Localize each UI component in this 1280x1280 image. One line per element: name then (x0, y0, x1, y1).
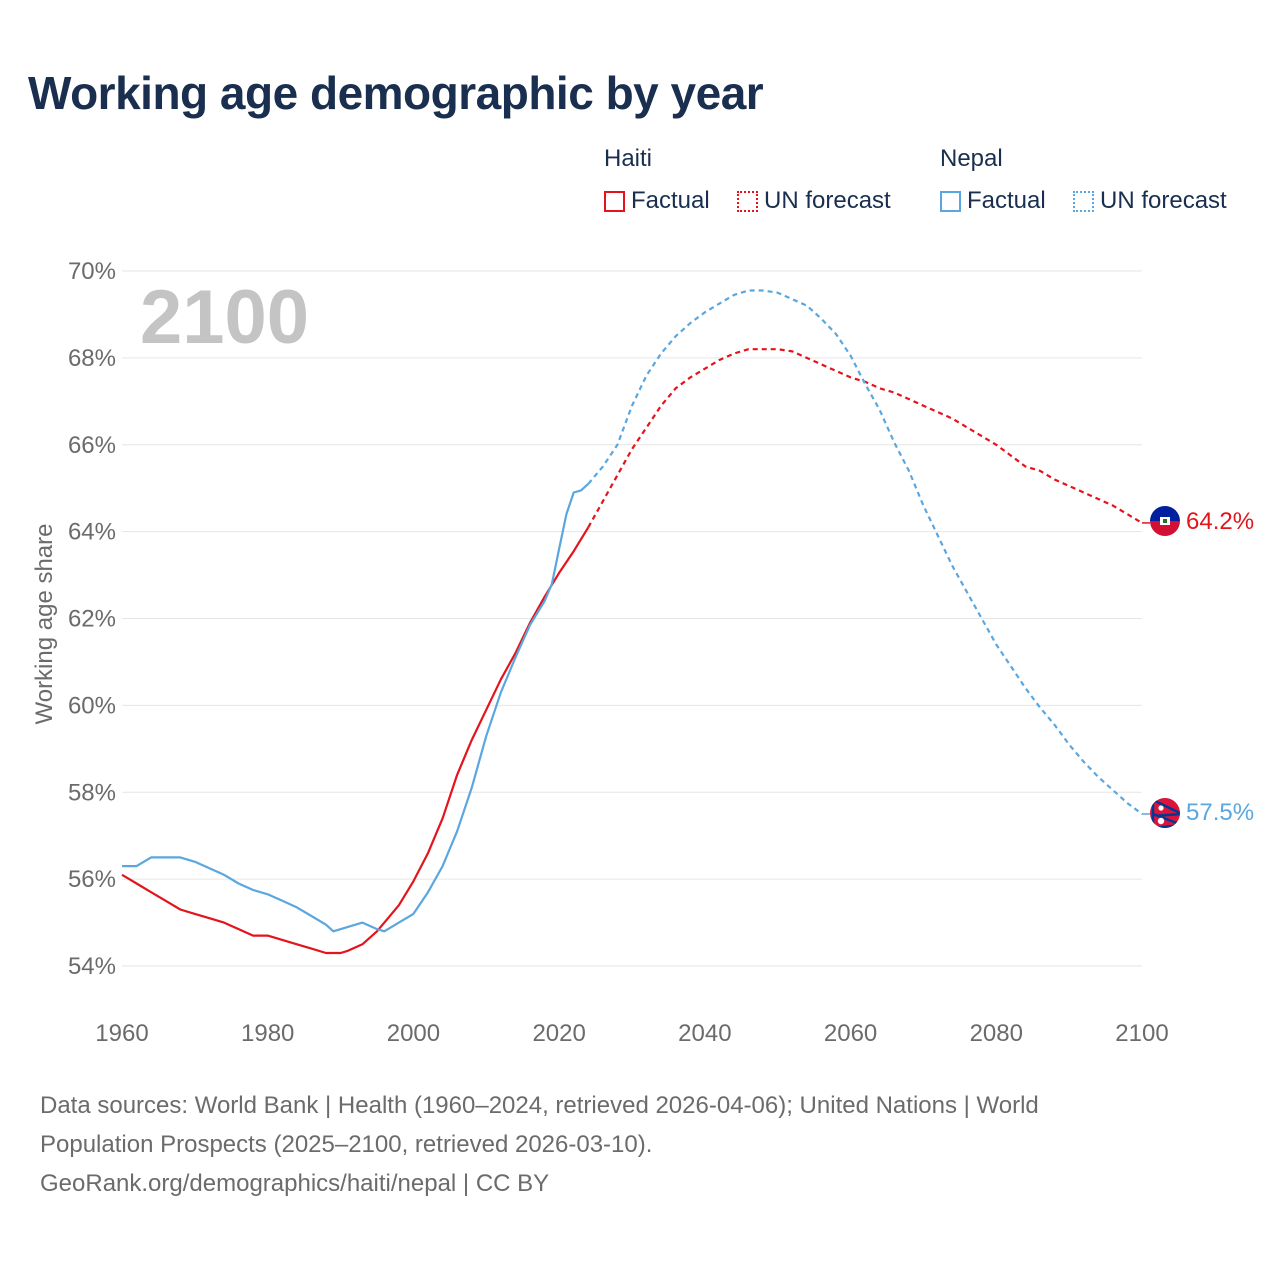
x-tick-label: 2060 (824, 1020, 877, 1047)
haiti-factual-line (121, 526, 590, 955)
legend-haiti-factual[interactable]: Factual (604, 187, 710, 215)
series-lines (121, 289, 1150, 955)
year-watermark: 2100 (140, 275, 309, 360)
x-axis-ticks: 1960 1980 2000 2020 2040 2060 2080 2100 (95, 1020, 1168, 1047)
legend-haiti-forecast-swatch (737, 190, 758, 212)
haiti-forecast-line (587, 348, 1143, 528)
legend-haiti-factual-label: Factual (631, 187, 710, 214)
legend-nepal-name: Nepal (940, 145, 1003, 172)
legend-nepal-forecast-swatch (1073, 190, 1094, 212)
y-tick-label: 68% (68, 345, 116, 372)
y-tick-label: 60% (68, 692, 116, 719)
footer-line-3[interactable]: GeoRank.org/demographics/haiti/nepal | C… (40, 1170, 550, 1197)
legend-haiti-name: Haiti (604, 145, 653, 172)
nepal-forecast-line (587, 289, 1143, 815)
y-tick-label: 56% (68, 866, 116, 893)
x-tick-label: 1960 (95, 1020, 148, 1047)
data-sources-footer: Data sources: World Bank | Health (1960–… (40, 1086, 1240, 1203)
nepal-end-value-label: 57.5% (1186, 799, 1254, 826)
nepal-flag-icon (1150, 798, 1180, 828)
haiti-end-value-label: 64.2% (1186, 508, 1254, 535)
grid-lines (122, 270, 1142, 967)
legend-haiti-forecast-label: UN forecast (764, 187, 891, 214)
chart-title: Working age demographic by year (28, 67, 764, 119)
legend-haiti-factual-swatch (604, 190, 625, 212)
legend-nepal-factual-label: Factual (967, 187, 1046, 214)
x-tick-label: 2080 (970, 1020, 1023, 1047)
legend-nepal-forecast[interactable]: UN forecast (1073, 187, 1227, 215)
x-tick-label: 2100 (1115, 1020, 1168, 1047)
x-tick-label: 2000 (387, 1020, 440, 1047)
y-tick-label: 58% (68, 779, 116, 806)
legend-nepal-factual-swatch (940, 190, 961, 212)
haiti-flag-icon (1150, 506, 1180, 536)
x-tick-label: 2020 (532, 1020, 585, 1047)
legend-nepal-factual[interactable]: Factual (940, 187, 1046, 215)
y-axis-label: Working age share (31, 524, 58, 725)
x-tick-label: 1980 (241, 1020, 294, 1047)
y-tick-label: 66% (68, 432, 116, 459)
y-axis-ticks: 54% 56% 58% 60% 62% 64% 66% 68% 70% (68, 258, 116, 980)
legend-nepal-forecast-label: UN forecast (1100, 187, 1227, 214)
legend-haiti-forecast[interactable]: UN forecast (737, 187, 891, 215)
y-tick-label: 62% (68, 606, 116, 633)
nepal-factual-line (122, 482, 590, 933)
y-tick-label: 54% (68, 953, 116, 980)
footer-line-1: Data sources: World Bank | Health (1960–… (40, 1092, 1039, 1119)
x-tick-label: 2040 (678, 1020, 731, 1047)
y-tick-label: 64% (68, 519, 116, 546)
footer-line-2: Population Prospects (2025–2100, retriev… (40, 1131, 653, 1158)
y-tick-label: 70% (68, 258, 116, 285)
